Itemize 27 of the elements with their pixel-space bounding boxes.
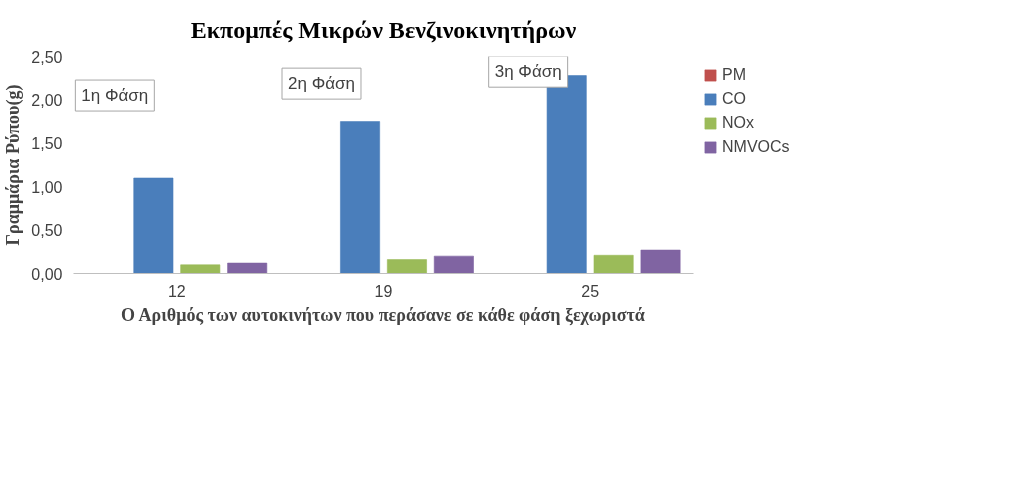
legend-label: PM xyxy=(722,66,746,84)
y-tick-label: 2,50 xyxy=(31,48,63,66)
y-tick-label: 2,00 xyxy=(31,91,63,109)
bar xyxy=(180,264,221,274)
y-tick-label: 0,00 xyxy=(31,265,63,283)
bar xyxy=(340,121,380,274)
bar xyxy=(387,259,427,274)
x-tick-label: 25 xyxy=(581,282,600,300)
bar xyxy=(433,255,474,274)
bar xyxy=(640,249,681,274)
annotation: 3η Φάση xyxy=(494,62,562,82)
legend-label: CO xyxy=(722,90,746,108)
annotation: 1η Φάση xyxy=(81,86,149,106)
legend-label: NMVOCs xyxy=(722,138,790,156)
annotation: 2η Φάση xyxy=(288,74,355,94)
bar xyxy=(133,177,174,274)
y-tick-label: 1,50 xyxy=(31,135,63,153)
x-tick-label: 19 xyxy=(374,282,393,300)
chart-title: Εκπομπές Μικρών Βενζινοκινητήρων xyxy=(190,16,577,43)
y-tick-label: 1,00 xyxy=(31,178,63,196)
bar xyxy=(227,262,268,274)
y-axis-title: Γραμμάρια Ρύπου(g) xyxy=(3,84,25,246)
bar xyxy=(593,254,634,274)
x-axis-title: Ο Αριθμός των αυτοκινήτων που περάσανε σε κάθε φάση ξεχωριστά xyxy=(121,304,645,326)
y-tick-label: 0,50 xyxy=(31,222,63,240)
legend-label: NOx xyxy=(722,114,754,132)
x-tick-label: 12 xyxy=(167,282,186,300)
